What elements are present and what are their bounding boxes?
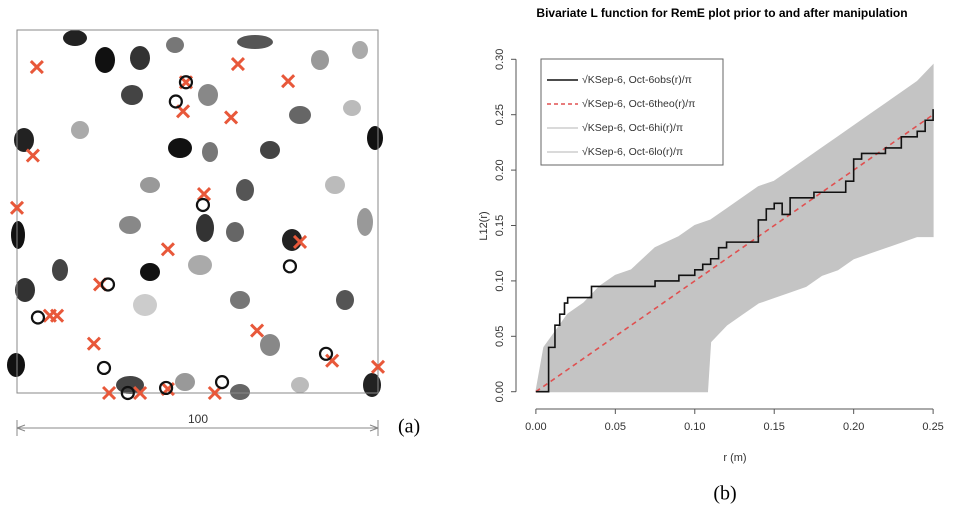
blob	[230, 384, 250, 400]
x-tick-label: 0.10	[684, 421, 705, 433]
x-marker	[133, 385, 148, 401]
x-marker	[207, 385, 222, 401]
blob	[71, 121, 89, 139]
x-marker	[281, 74, 296, 89]
x-marker	[101, 385, 117, 401]
x-marker	[292, 234, 308, 250]
x-axis-label: r (m)	[723, 452, 746, 464]
x-marker	[160, 242, 175, 257]
x-tick-label: 0.00	[525, 421, 546, 433]
blob	[119, 216, 141, 234]
envelope-band	[535, 63, 934, 393]
blob	[226, 222, 244, 242]
legend-label: √KSep-6, Oct-6theo(r)/π	[582, 98, 695, 110]
y-tick-label: 0.30	[494, 49, 506, 70]
circle-marker	[214, 375, 230, 390]
circle-marker	[100, 277, 116, 292]
x-marker	[25, 148, 40, 163]
blob	[140, 177, 160, 193]
blob	[198, 84, 218, 106]
legend-label: √KSep-6, Oct-6obs(r)/π	[582, 74, 692, 86]
blob	[289, 106, 311, 124]
y-tick-label: 0.20	[494, 159, 506, 180]
x-marker	[29, 59, 44, 75]
blob	[11, 221, 25, 249]
circle-marker	[158, 380, 174, 396]
y-tick-label: 0.10	[494, 270, 506, 291]
blob	[7, 353, 25, 377]
scale-label: 100	[188, 412, 208, 426]
blob	[140, 263, 160, 281]
blob	[291, 377, 309, 393]
scale-arrows	[16, 420, 379, 436]
blob	[188, 255, 212, 275]
y-tick-label: 0.00	[494, 381, 506, 402]
blob	[237, 35, 273, 49]
blob	[202, 142, 218, 162]
blob	[260, 141, 280, 159]
blob	[168, 138, 192, 158]
circle-marker	[195, 197, 211, 213]
x-marker	[196, 187, 212, 202]
series-line	[535, 109, 934, 393]
blob	[357, 208, 373, 236]
blob	[14, 128, 34, 152]
legend-label: √KSep-6, Oct-6lo(r)/π	[582, 146, 683, 158]
circle-marker	[120, 385, 135, 401]
circle-marker	[96, 360, 112, 376]
x-marker	[230, 57, 245, 72]
blob	[196, 214, 214, 242]
blob	[15, 278, 35, 302]
x-marker	[9, 200, 25, 215]
legend-label: √KSep-6, Oct-6hi(r)/π	[582, 122, 683, 134]
x-tick-label: 0.15	[764, 421, 785, 433]
blob	[95, 47, 115, 73]
blob	[325, 176, 345, 194]
blob	[130, 46, 150, 70]
blob	[336, 290, 354, 310]
blob	[367, 126, 383, 150]
panel-label: (a)	[398, 416, 420, 438]
blob	[121, 85, 143, 105]
y-tick-label: 0.05	[494, 326, 506, 347]
x-marker	[224, 110, 239, 125]
y-tick-label: 0.25	[494, 104, 506, 125]
circle-marker	[178, 75, 194, 90]
circle-marker	[282, 259, 298, 274]
x-marker	[370, 359, 386, 374]
blobs	[7, 30, 383, 400]
blob	[311, 50, 329, 70]
blob	[260, 334, 280, 356]
x-marker	[250, 323, 265, 338]
blob	[63, 30, 87, 46]
y-axis-label: L12(r)	[478, 211, 490, 240]
blob	[166, 37, 184, 53]
blob	[175, 373, 195, 391]
chart-title: Bivariate L function for RemE plot prior…	[536, 6, 907, 20]
plot-frame	[16, 29, 379, 394]
blob	[133, 294, 157, 316]
panel-label: (b)	[713, 483, 736, 505]
blob	[343, 100, 361, 116]
blob	[236, 179, 254, 201]
blob	[230, 291, 250, 309]
blob	[52, 259, 68, 281]
x-marker	[86, 336, 101, 351]
legend-box	[540, 58, 724, 166]
x-tick-label: 0.25	[922, 421, 943, 433]
x-tick-label: 0.20	[843, 421, 864, 433]
blob	[352, 41, 368, 59]
x-tick-label: 0.05	[605, 421, 626, 433]
x-marker	[50, 308, 65, 323]
circle-marker	[168, 94, 183, 109]
blob	[363, 373, 381, 397]
y-tick-label: 0.15	[494, 215, 506, 236]
x-marker	[325, 353, 340, 368]
circle-marker	[30, 310, 46, 325]
circle-marker	[318, 346, 334, 361]
